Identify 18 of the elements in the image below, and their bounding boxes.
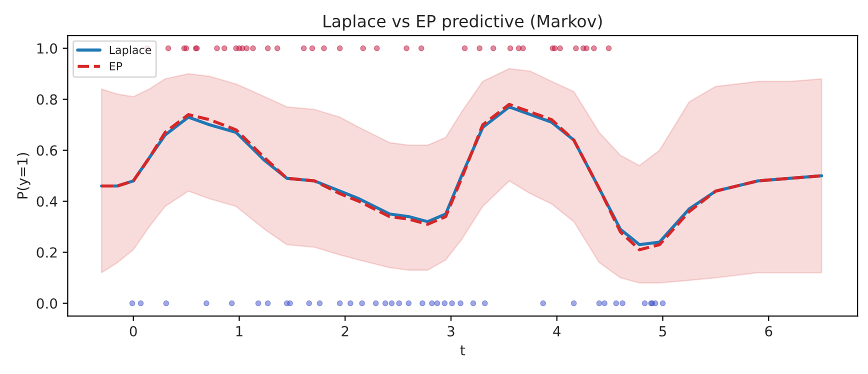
y-tick-label: 0.6 [36, 145, 58, 156]
y-tick-label: 0.4 [36, 196, 58, 207]
x-tick-label: 0 [130, 326, 137, 337]
x-tick-label: 6 [765, 326, 772, 337]
x-tick-label: 1 [236, 326, 242, 336]
x-tick-label: 2 [342, 326, 348, 336]
x-tick-label: 4 [553, 326, 561, 336]
x-tick-label: 5 [659, 326, 666, 337]
y-tick-label: 0.0 [36, 298, 58, 309]
y-tick-label: 0.2 [36, 247, 57, 258]
y-tick-label: 1.0 [37, 43, 58, 54]
chart-title: Laplace vs EP predictive (Markov) [324, 14, 602, 31]
legend-label: EP [110, 62, 122, 70]
legend-label: Laplace [110, 46, 152, 56]
y-axis-title: P(y=1) [16, 153, 30, 198]
x-tick-label: 3 [448, 326, 454, 337]
x-axis-title: t [460, 346, 466, 356]
y-tick-label: 0.8 [36, 94, 58, 105]
